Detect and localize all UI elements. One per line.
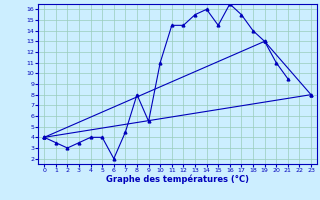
X-axis label: Graphe des températures (°C): Graphe des températures (°C) <box>106 175 249 184</box>
